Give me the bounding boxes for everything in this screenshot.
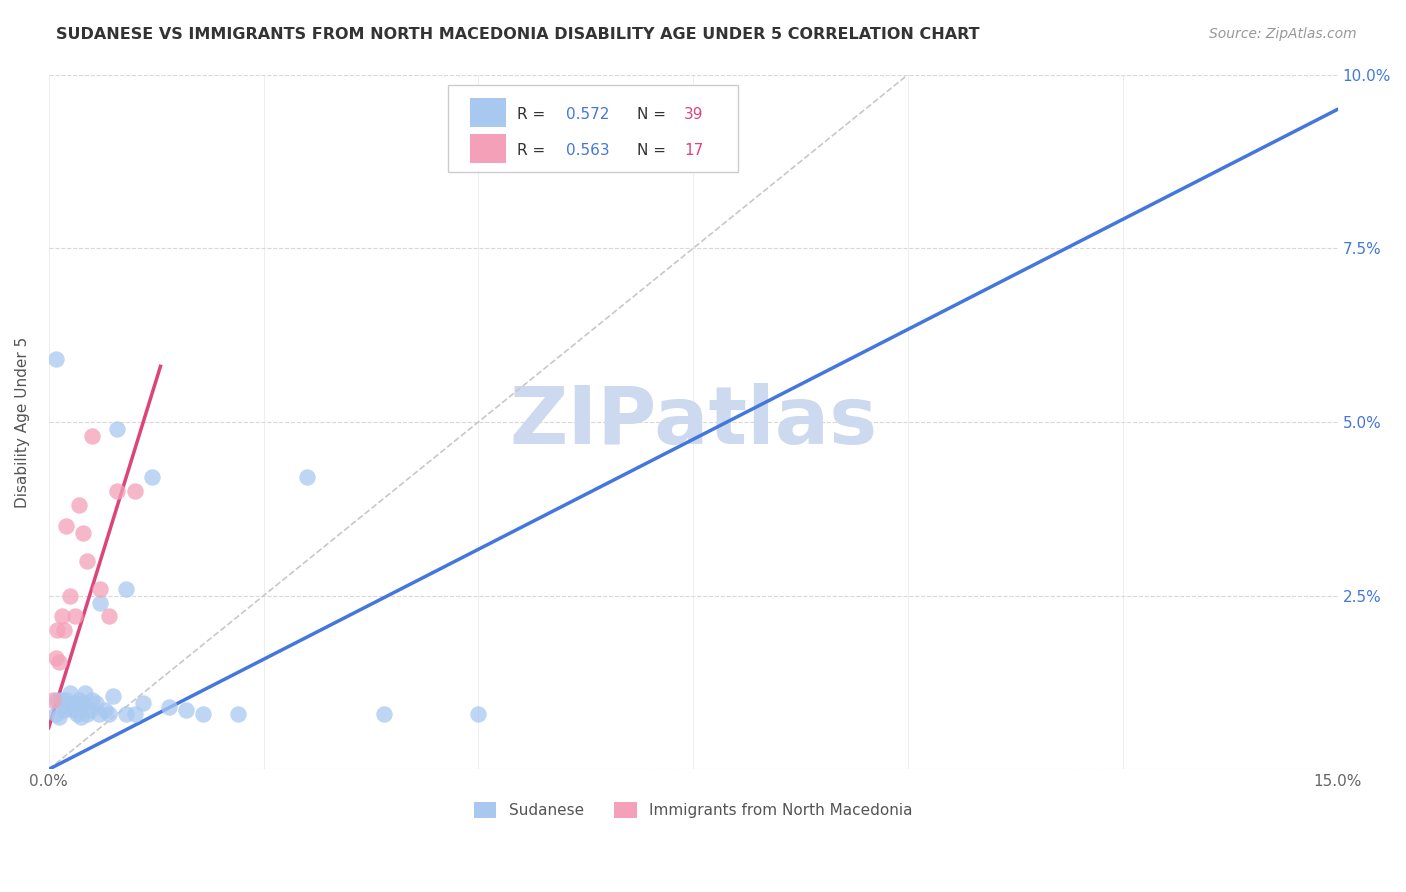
Point	[80, 429, 103, 443]
Point	[48, 655, 70, 669]
Point	[97, 706, 120, 721]
Point	[56, 699, 79, 714]
Point	[59, 686, 82, 700]
Point	[45, 651, 67, 665]
Y-axis label: Disability Age Under 5: Disability Age Under 5	[15, 336, 30, 508]
Point	[46, 693, 69, 707]
Point	[467, 706, 489, 721]
Point	[66, 706, 89, 721]
Point	[174, 703, 197, 717]
Point	[45, 706, 67, 721]
Point	[157, 699, 180, 714]
Point	[76, 706, 98, 721]
Point	[115, 706, 138, 721]
Point	[67, 498, 90, 512]
Point	[80, 693, 103, 707]
Point	[48, 710, 70, 724]
Point	[72, 526, 94, 541]
Text: R =: R =	[516, 107, 550, 122]
Point	[53, 703, 76, 717]
Text: 0.563: 0.563	[565, 144, 609, 158]
Point	[63, 696, 86, 710]
Point	[62, 703, 84, 717]
Text: SUDANESE VS IMMIGRANTS FROM NORTH MACEDONIA DISABILITY AGE UNDER 5 CORRELATION C: SUDANESE VS IMMIGRANTS FROM NORTH MACEDO…	[56, 27, 980, 42]
Point	[84, 696, 107, 710]
Text: N =: N =	[637, 144, 671, 158]
Point	[46, 624, 69, 638]
Text: R =: R =	[516, 144, 550, 158]
Point	[42, 693, 65, 707]
Point	[124, 706, 146, 721]
Point	[510, 136, 533, 151]
Text: ZIPatlas: ZIPatlas	[509, 383, 877, 461]
Point	[55, 519, 77, 533]
Point	[141, 470, 163, 484]
Point	[295, 470, 318, 484]
Text: 0.572: 0.572	[565, 107, 609, 122]
Point	[89, 582, 111, 596]
Point	[107, 422, 129, 436]
Point	[79, 703, 101, 717]
Point	[67, 693, 90, 707]
Point	[45, 352, 67, 367]
Point	[53, 624, 76, 638]
FancyBboxPatch shape	[470, 98, 506, 128]
FancyBboxPatch shape	[470, 134, 506, 163]
Point	[76, 554, 98, 568]
Point	[93, 703, 115, 717]
Point	[103, 690, 125, 704]
Point	[97, 609, 120, 624]
Point	[72, 696, 94, 710]
Point	[107, 484, 129, 499]
Point	[55, 693, 77, 707]
Point	[70, 710, 93, 724]
Text: Source: ZipAtlas.com: Source: ZipAtlas.com	[1209, 27, 1357, 41]
FancyBboxPatch shape	[449, 85, 738, 172]
Text: 39: 39	[685, 107, 704, 122]
Point	[73, 686, 96, 700]
Point	[87, 706, 110, 721]
Point	[226, 706, 249, 721]
Point	[51, 693, 73, 707]
Point	[132, 696, 155, 710]
Point	[51, 609, 73, 624]
Point	[63, 609, 86, 624]
Point	[89, 596, 111, 610]
Point	[59, 589, 82, 603]
Legend: Sudanese, Immigrants from North Macedonia: Sudanese, Immigrants from North Macedoni…	[467, 796, 920, 824]
Text: 17: 17	[685, 144, 703, 158]
Point	[124, 484, 146, 499]
Point	[115, 582, 138, 596]
Text: N =: N =	[637, 107, 671, 122]
Point	[373, 706, 395, 721]
Point	[193, 706, 215, 721]
